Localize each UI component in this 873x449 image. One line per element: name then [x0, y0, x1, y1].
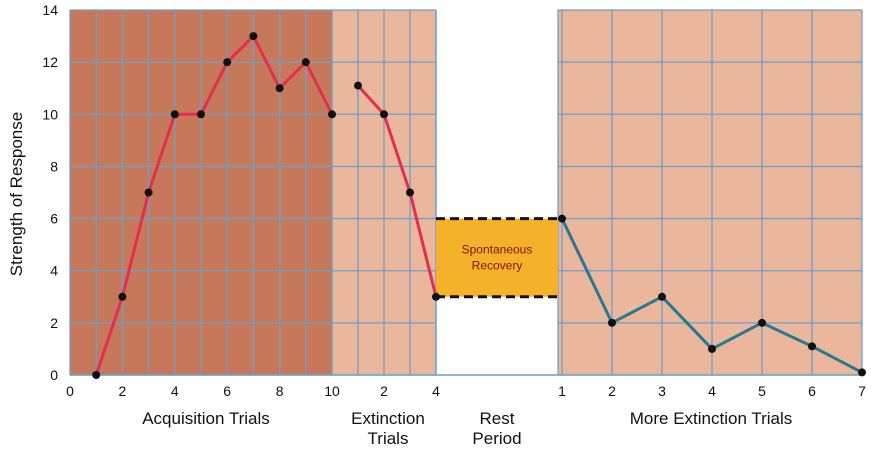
y-tick-label: 4 [50, 263, 58, 279]
section-label: Period [472, 429, 521, 448]
spontaneous-recovery-annotation: Spontaneous Recovery [436, 217, 558, 299]
section-label: Acquisition Trials [142, 409, 270, 428]
data-point [170, 110, 179, 119]
x-tick-label: 0 [66, 383, 74, 399]
data-point [432, 292, 440, 301]
y-tick-label: 2 [50, 315, 58, 331]
section-label: Trials [368, 429, 409, 448]
x-tick-label: 7 [858, 383, 866, 399]
x-tick-label: 2 [119, 383, 127, 399]
x-tick-label: 10 [324, 383, 340, 399]
x-tick-label: 4 [171, 383, 179, 399]
y-tick-label: 6 [50, 211, 58, 227]
y-tick-label: 0 [50, 367, 58, 383]
y-tick-label: 10 [42, 106, 58, 122]
data-point [118, 292, 127, 301]
x-tick-label: 4 [432, 383, 440, 399]
data-point [223, 58, 232, 67]
section-bg-4 [558, 10, 862, 375]
data-point [708, 344, 716, 353]
data-point [144, 188, 153, 197]
data-point [558, 214, 566, 223]
series-line-2 [356, 84, 438, 299]
data-point [328, 110, 336, 119]
recovery-label: Spontaneous [462, 243, 533, 257]
x-tick-label: 6 [223, 383, 231, 399]
y-tick-label: 12 [42, 54, 58, 70]
section-backgrounds [70, 10, 862, 375]
x-tick-label: 1 [558, 383, 566, 399]
data-point [92, 371, 101, 379]
data-point [658, 292, 666, 301]
x-tick-label: 4 [708, 383, 716, 399]
y-tick-label: 8 [50, 158, 58, 174]
x-tick-label: 2 [380, 383, 388, 399]
recovery-label: Recovery [472, 259, 523, 273]
data-point [858, 368, 866, 377]
data-point [354, 81, 362, 90]
data-point [608, 318, 616, 327]
x-tick-label: 2 [608, 383, 616, 399]
series-line-1 [94, 34, 334, 377]
data-point [301, 58, 310, 67]
x-tick-label: 6 [808, 383, 816, 399]
data-point [406, 188, 414, 197]
section-label: Extinction [351, 409, 425, 428]
data-point [380, 110, 388, 119]
data-point [197, 110, 205, 119]
y-tick-label: 14 [42, 2, 58, 18]
x-tick-label: 3 [658, 383, 666, 399]
section-label: More Extinction Trials [630, 409, 793, 428]
data-point [758, 318, 766, 327]
data-point [275, 84, 284, 93]
data-point [808, 342, 816, 351]
x-tick-label: 8 [276, 383, 284, 399]
data-points [92, 32, 866, 379]
y-axis-label: Strength of Response [7, 112, 26, 276]
recovery-box [436, 218, 558, 297]
section-label: Rest [480, 409, 515, 428]
x-axis-ticks: 0 2 4 6 8 10 2 4 1 2 3 4 5 6 7 [66, 383, 866, 399]
section-bg-3 [436, 10, 558, 375]
data-point [249, 32, 258, 41]
y-axis-ticks: 0 2 4 6 8 10 12 14 [42, 2, 58, 383]
x-tick-label: 5 [758, 383, 766, 399]
